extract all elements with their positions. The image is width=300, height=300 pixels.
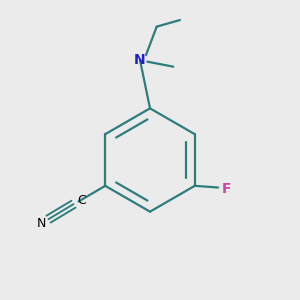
Text: C: C [77,194,86,207]
Text: F: F [222,182,231,196]
Text: N: N [134,53,146,67]
Text: N: N [37,217,46,230]
